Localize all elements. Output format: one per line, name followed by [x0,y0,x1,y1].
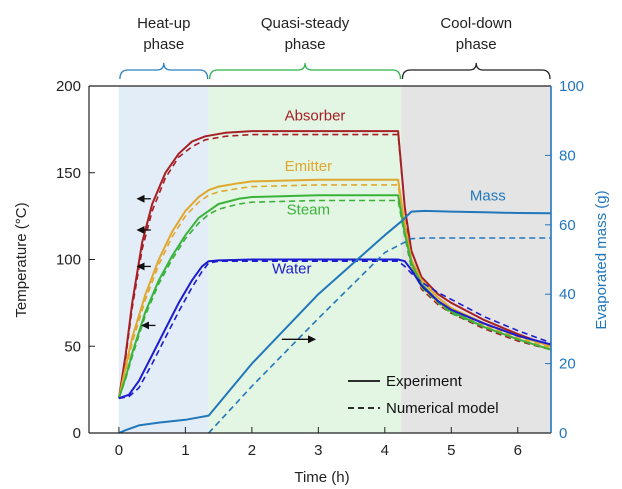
y2-tick-label-100: 100 [559,78,584,95]
label-steam: Steam [287,201,330,218]
label-emitter: Emitter [285,158,333,175]
y2-axis-label: Evaporated mass (g) [593,190,610,329]
legend: Experiment Numerical model [348,373,499,417]
phase-brackets: Heat-up phase Quasi-steady phase Cool-down ph… [119,15,551,80]
y2-tick-label-60: 60 [559,217,576,234]
label-mass: Mass [470,188,506,205]
phase-band-0 [118,86,209,433]
series-emitter-experiment [117,178,552,399]
phase-label-1-line-1: phase [285,36,326,53]
series-absorber-experiment [117,130,552,399]
y2-tick-label-0: 0 [559,425,567,442]
y-tick-label-0: 0 [73,425,81,442]
x-tick-label-1: 1 [181,442,189,459]
x-axis-label: Time (h) [294,469,349,486]
phase-bracket-2 [401,62,551,80]
y2-tick-label-20: 20 [559,356,576,373]
series-mass-model [208,237,551,434]
x-tick-label-0: 0 [115,442,123,459]
phase-band-2 [401,86,551,433]
phase-label-2-line-1: phase [456,36,497,53]
x-tick-label-5: 5 [447,442,455,459]
y-axis-label: Temperature (°C) [13,202,30,317]
phase-label-2-line-0: Cool-down [440,15,512,32]
legend-label-experiment: Experiment [386,373,463,390]
x-tick-label-4: 4 [381,442,389,459]
series-water-experiment [118,258,552,400]
plot-frame [88,85,552,434]
phase-label-0-line-1: phase [143,36,184,53]
y2-tick-label-80: 80 [559,147,576,164]
x-tick-label-2: 2 [248,442,256,459]
x-tick-label-3: 3 [314,442,322,459]
y-tick-label-100: 100 [56,252,81,269]
series-labels: Absorber Emitter Steam Water Mass [272,108,506,278]
label-absorber: Absorber [285,108,346,125]
phase-label-0-line-0: Heat-up [137,15,190,32]
series-mass-experiment [118,209,552,434]
x-tick-label-6: 6 [514,442,522,459]
y2-tick-label-40: 40 [559,286,576,303]
legend-label-model: Numerical model [386,400,499,417]
series-water-model [118,260,552,400]
y-tick-label-200: 200 [56,78,81,95]
series-steam-model [118,199,552,399]
phase-label-1-line-0: Quasi-steady [261,15,350,32]
y-tick-label-50: 50 [64,338,81,355]
phase-bracket-0 [119,62,209,80]
phase-bracket-1 [209,62,402,80]
y-tick-label-150: 150 [56,165,81,182]
label-water: Water [272,260,311,277]
annotation-arrows [136,194,317,344]
